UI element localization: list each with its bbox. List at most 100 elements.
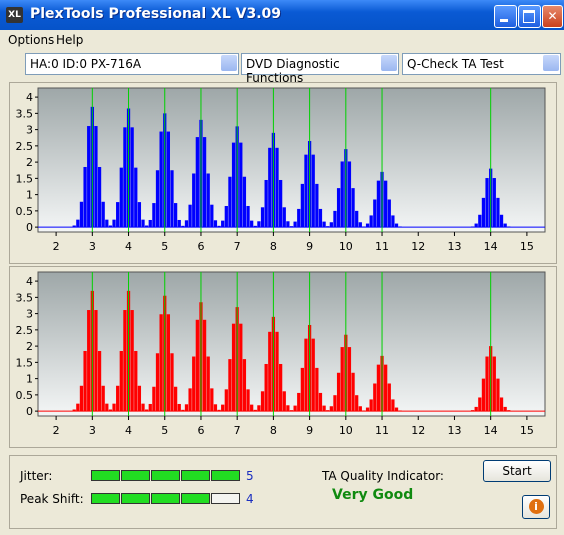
ta-value: Very Good [332,487,414,503]
title-bar: XL PlexTools Professional XL V3.09 ✕ [0,0,564,30]
bar [333,395,337,412]
bar [336,188,341,228]
bar [279,179,283,228]
drive-select[interactable]: HA:0 ID:0 PX-716A [25,53,239,75]
select-text: DVD Diagnostic Functions [246,57,340,85]
bar [195,319,199,412]
bar [221,220,225,228]
close-button[interactable]: ✕ [542,5,563,28]
bar [242,359,247,412]
bar [213,404,218,412]
bar [358,222,362,228]
bar [184,404,189,412]
bar [365,407,370,412]
bar [257,221,261,228]
bar [137,202,142,228]
bar [228,359,232,412]
maximize-button[interactable] [518,5,541,28]
bar [365,223,370,228]
bar [76,403,80,412]
bar [304,154,308,228]
x-tick-label: 9 [306,424,313,437]
meter-segment [181,470,210,481]
bar [318,208,323,228]
bar [202,137,207,228]
bar [351,372,355,412]
bar [492,178,496,228]
bar [326,226,330,228]
test-select[interactable]: Q-Check TA Test [402,53,561,75]
bar [481,197,486,228]
bar [101,201,105,228]
bar [97,166,102,228]
bar [499,214,504,228]
bar [311,154,315,228]
bar [507,226,511,228]
info-icon: i [528,499,544,514]
y-tick-label: 2 [26,340,33,353]
bar [496,197,500,228]
bar [239,323,243,412]
bar [358,406,362,412]
bar [224,389,228,412]
x-tick-label: 2 [53,240,60,253]
bar [217,225,221,228]
x-tick-label: 10 [339,424,353,437]
function-select[interactable]: DVD Diagnostic Functions [241,53,399,85]
peak-shift-value: 4 [246,492,254,506]
bar [231,323,236,412]
bar [387,199,391,228]
bar [184,220,189,228]
x-tick-label: 12 [411,424,425,437]
menu-item[interactable]: Help [56,33,84,47]
bar [322,405,326,412]
y-tick-label: 2.5 [16,324,34,337]
bar [192,173,196,228]
bar [188,204,192,228]
info-button[interactable]: i [522,495,550,519]
bar [105,219,109,228]
bar [257,405,261,412]
bar [362,410,366,412]
bar [221,404,225,412]
bar [496,378,500,412]
bar [478,214,482,228]
x-tick-label: 6 [197,424,204,437]
bar [250,404,254,412]
y-tick-label: 3 [26,308,33,321]
bar [206,173,210,228]
y-tick-label: 0.5 [16,205,34,218]
x-tick-label: 3 [89,424,96,437]
bar [289,410,294,412]
meter-segment [181,493,210,504]
bar [72,225,76,228]
bar [315,183,319,228]
bar [83,350,87,412]
x-tick-label: 11 [375,240,389,253]
bar [293,405,297,412]
bar [94,310,98,412]
bar [170,170,174,228]
start-button[interactable]: Start [483,460,551,482]
meter-segment [121,470,150,481]
y-tick-label: 4 [26,275,33,288]
bar [177,219,181,228]
y-tick-label: 0 [26,221,33,234]
minimize-button[interactable] [494,5,517,28]
bar [293,221,297,228]
bar [242,176,247,228]
bar [503,406,507,412]
menu-item[interactable]: Options [8,33,55,47]
bar [123,127,127,228]
x-tick-label: 15 [520,424,534,437]
bar [297,392,301,412]
bar [499,397,504,412]
bar [474,406,478,412]
bar [275,331,279,412]
bar [79,385,84,412]
bar [130,310,134,412]
bar [152,386,156,412]
select-text: HA:0 ID:0 PX-716A [30,57,142,71]
bar [224,205,228,228]
bar [362,226,366,228]
